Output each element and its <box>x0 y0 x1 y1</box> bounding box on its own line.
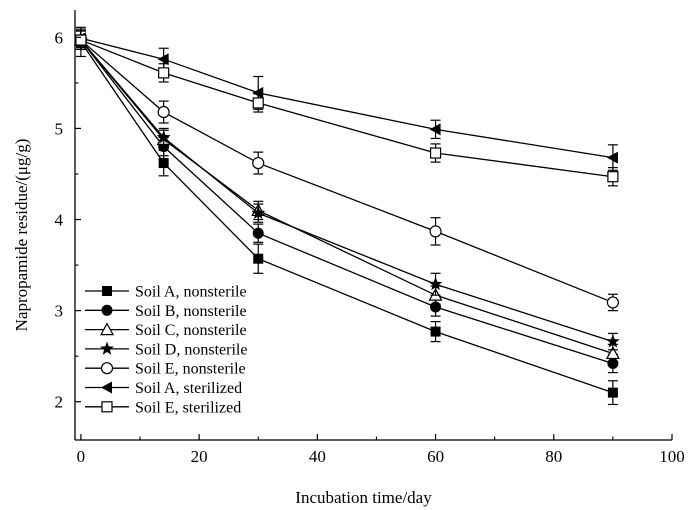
data-point <box>429 147 442 159</box>
legend-entry: Soil A, nonsterile <box>85 284 247 301</box>
data-point <box>253 253 264 264</box>
data-point <box>607 357 619 369</box>
series-5 <box>74 30 619 312</box>
data-point <box>607 387 618 398</box>
legend-label: Soil A, nonsterile <box>135 284 247 301</box>
data-point <box>430 326 441 337</box>
legend-marker <box>101 381 112 394</box>
legend-label: Soil E, nonsterile <box>135 361 246 378</box>
legend-label: Soil D, nonsterile <box>135 341 247 358</box>
legend-entry: Soil B, nonsterile <box>85 303 247 320</box>
y-tick-label: 3 <box>55 302 64 321</box>
legend-marker <box>101 304 113 316</box>
legend-marker <box>100 341 114 355</box>
data-point <box>607 171 619 183</box>
series-6 <box>74 28 618 171</box>
legend-marker <box>100 362 114 375</box>
data-point <box>605 334 620 348</box>
x-tick-label: 60 <box>427 447 444 466</box>
data-point <box>252 97 264 109</box>
data-point <box>428 276 443 291</box>
data-point <box>158 158 169 169</box>
data-point <box>606 296 619 309</box>
x-tick-label: 40 <box>309 447 326 466</box>
data-point <box>75 34 87 46</box>
data-point <box>429 123 441 136</box>
x-tick-label: 80 <box>545 447 562 466</box>
legend-marker <box>99 322 115 336</box>
legend-entry: Soil E, nonsterile <box>85 361 246 378</box>
legend-entry: Soil A, sterilized <box>85 380 242 397</box>
y-tick-label: 4 <box>55 211 64 230</box>
data-point <box>429 225 442 238</box>
data-point <box>156 130 171 144</box>
y-tick-label: 2 <box>55 393 64 412</box>
data-point <box>157 105 170 119</box>
series-line <box>80 41 614 394</box>
legend-label: Soil E, sterilized <box>135 399 241 416</box>
data-point <box>606 151 618 164</box>
data-point <box>158 67 170 79</box>
data-point <box>252 86 264 99</box>
y-axis-title: Napropamide residue/(μg/g) <box>12 139 31 332</box>
data-point <box>252 156 265 170</box>
legend-entry: Soil D, nonsterile <box>85 341 247 358</box>
plot-area <box>73 26 620 406</box>
data-point <box>251 205 266 220</box>
data-point <box>605 346 620 360</box>
legend-entry: Soil E, sterilized <box>85 399 241 416</box>
y-tick-label: 5 <box>55 119 64 138</box>
legend-entry: Soil C, nonsterile <box>85 322 247 339</box>
axes: 0 20 40 60 80 100 2 3 4 5 6 Incubation time/day Napr… <box>12 10 685 507</box>
legend-marker <box>101 401 113 413</box>
series-7 <box>75 30 619 187</box>
legend: Soil A, nonsterile Soil B, nonsterile Soil… <box>85 284 247 416</box>
legend-label: Soil B, nonsterile <box>135 303 247 320</box>
x-tick-label: 20 <box>191 447 208 466</box>
series-line <box>80 39 614 304</box>
legend-label: Soil C, nonsterile <box>135 322 247 339</box>
legend-marker <box>102 286 112 296</box>
x-tick-label: 100 <box>659 447 685 466</box>
x-tick-label: 0 <box>77 447 86 466</box>
y-tick-label: 6 <box>55 28 64 47</box>
data-point <box>252 227 264 239</box>
data-point <box>157 53 169 66</box>
legend-label: Soil A, sterilized <box>135 380 242 397</box>
x-axis-title: Incubation time/day <box>295 488 432 507</box>
